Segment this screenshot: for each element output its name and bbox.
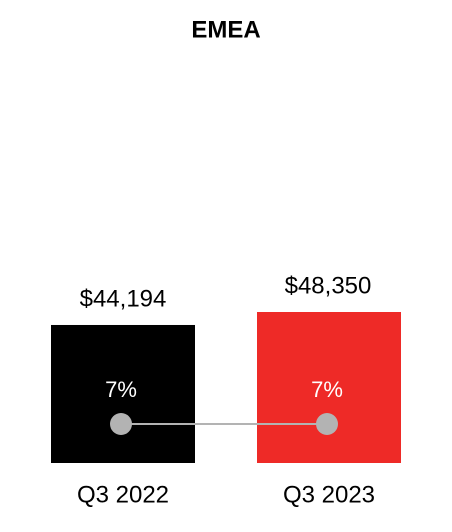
line-point <box>316 413 338 436</box>
chart-title: EMEA <box>191 16 260 43</box>
x-tick-label: Q3 2022 <box>77 481 169 508</box>
line-point <box>110 413 132 436</box>
bar <box>51 324 195 463</box>
x-tick-label: Q3 2023 <box>283 481 375 508</box>
value-label: $48,350 <box>285 272 372 299</box>
bar <box>257 312 401 463</box>
line-value-label: 7% <box>311 377 343 402</box>
line-value-label: 7% <box>105 377 137 402</box>
value-label: $44,194 <box>80 285 167 312</box>
